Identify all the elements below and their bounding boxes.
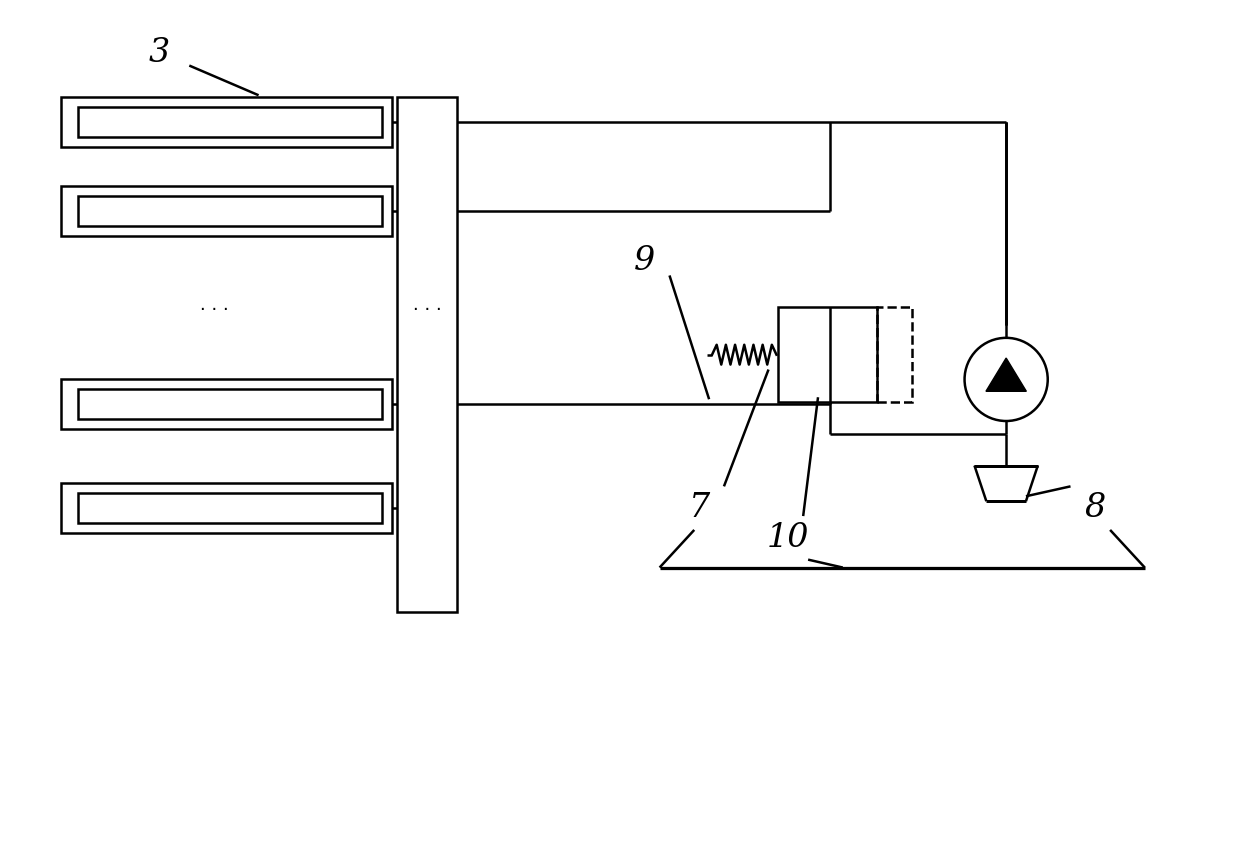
Text: · · ·: · · · [413,301,441,319]
Bar [778,307,877,403]
Text: 8: 8 [1084,492,1106,524]
Text: · · ·: · · · [199,301,228,319]
Text: 9: 9 [634,245,655,277]
Text: 3: 3 [149,36,170,68]
Bar [877,307,912,403]
Text: 10: 10 [767,522,809,554]
Text: 7: 7 [689,492,710,524]
Polygon shape [986,358,1026,392]
